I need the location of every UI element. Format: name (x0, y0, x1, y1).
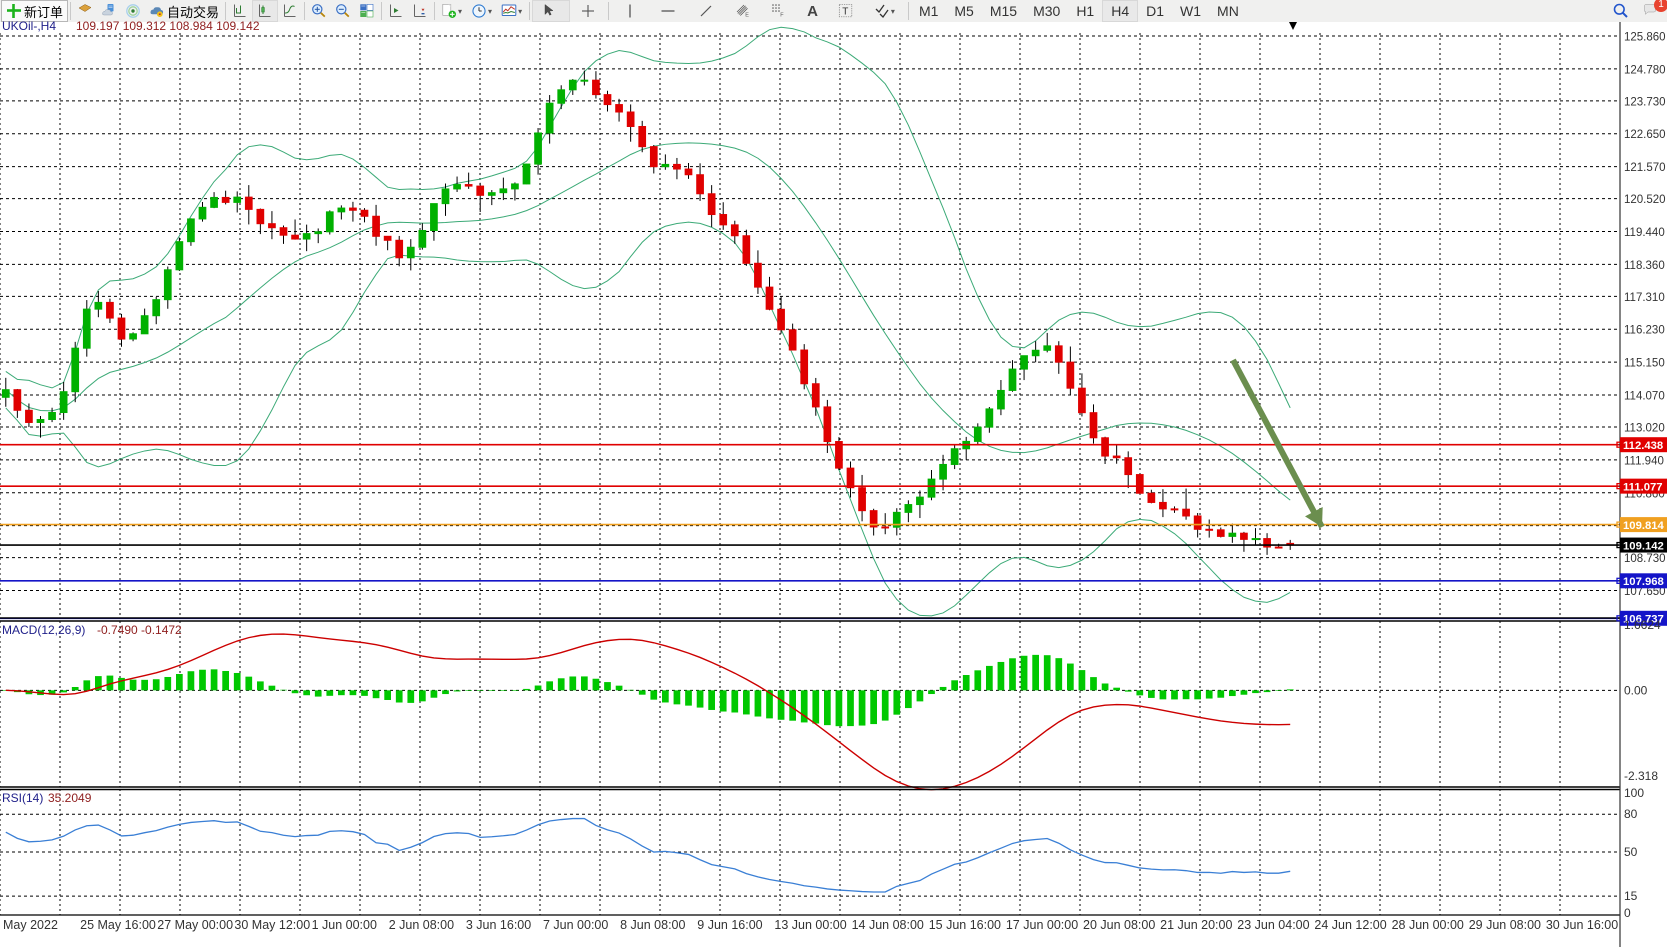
svg-text:35.2049: 35.2049 (48, 791, 92, 805)
svg-text:15: 15 (1624, 889, 1638, 903)
svg-text:23 Jun 04:00: 23 Jun 04:00 (1237, 918, 1309, 932)
svg-text:14 Jun 08:00: 14 Jun 08:00 (852, 918, 924, 932)
svg-text:24 Jun 12:00: 24 Jun 12:00 (1314, 918, 1386, 932)
svg-text:109.142: 109.142 (1623, 540, 1664, 552)
svg-text:114.070: 114.070 (1624, 391, 1665, 403)
svg-text:-0.7490 -0.1472: -0.7490 -0.1472 (97, 623, 182, 637)
svg-text:3 Jun 16:00: 3 Jun 16:00 (466, 918, 531, 932)
svg-text:109.814: 109.814 (1623, 520, 1665, 532)
svg-text:RSI(14): RSI(14) (2, 791, 43, 805)
svg-text:120.520: 120.520 (1624, 194, 1666, 206)
svg-text:1 Jun 00:00: 1 Jun 00:00 (312, 918, 377, 932)
svg-text:30 May 12:00: 30 May 12:00 (234, 918, 310, 932)
svg-text:125.860: 125.860 (1624, 32, 1666, 44)
svg-text:2 Jun 08:00: 2 Jun 08:00 (389, 918, 454, 932)
svg-text:111.077: 111.077 (1623, 481, 1663, 493)
svg-text:117.310: 117.310 (1624, 292, 1665, 304)
svg-text:119.440: 119.440 (1624, 227, 1665, 239)
svg-text:113.020: 113.020 (1624, 422, 1665, 434)
svg-text:May 2022: May 2022 (3, 918, 58, 932)
svg-text:80: 80 (1624, 807, 1638, 821)
svg-text:13 Jun 00:00: 13 Jun 00:00 (774, 918, 846, 932)
svg-text:121.570: 121.570 (1624, 162, 1666, 174)
svg-text:28 Jun 00:00: 28 Jun 00:00 (1392, 918, 1464, 932)
svg-text:108.730: 108.730 (1624, 553, 1666, 565)
svg-text:27 May 00:00: 27 May 00:00 (157, 918, 233, 932)
svg-text:25 May 16:00: 25 May 16:00 (80, 918, 156, 932)
svg-text:107.968: 107.968 (1623, 576, 1664, 588)
svg-text:MACD(12,26,9): MACD(12,26,9) (2, 623, 85, 637)
svg-text:109.197 109.312 108.984 109.14: 109.197 109.312 108.984 109.142 (76, 19, 260, 33)
svg-text:20 Jun 08:00: 20 Jun 08:00 (1083, 918, 1155, 932)
svg-text:29 Jun 08:00: 29 Jun 08:00 (1469, 918, 1541, 932)
svg-text:1.6624: 1.6624 (1624, 618, 1661, 632)
svg-text:100: 100 (1624, 786, 1644, 800)
svg-text:116.230: 116.230 (1624, 325, 1665, 337)
svg-text:123.730: 123.730 (1624, 96, 1666, 108)
svg-text:111.940: 111.940 (1624, 455, 1664, 467)
svg-text:124.780: 124.780 (1624, 64, 1666, 76)
svg-text:7 Jun 00:00: 7 Jun 00:00 (543, 918, 608, 932)
svg-text:115.150: 115.150 (1624, 358, 1665, 370)
svg-text:118.360: 118.360 (1624, 260, 1665, 272)
svg-text:122.650: 122.650 (1624, 129, 1666, 141)
svg-text:8 Jun 08:00: 8 Jun 08:00 (620, 918, 685, 932)
svg-text:17 Jun 00:00: 17 Jun 00:00 (1006, 918, 1078, 932)
svg-text:30 Jun 16:00: 30 Jun 16:00 (1546, 918, 1618, 932)
svg-text:15 Jun 16:00: 15 Jun 16:00 (929, 918, 1001, 932)
svg-text:0: 0 (1624, 906, 1631, 920)
svg-text:112.438: 112.438 (1623, 440, 1663, 452)
svg-text:-2.318: -2.318 (1624, 769, 1658, 783)
svg-text:UKOil-,H4: UKOil-,H4 (2, 19, 56, 33)
svg-text:50: 50 (1624, 845, 1638, 859)
svg-text:21 Jun 20:00: 21 Jun 20:00 (1160, 918, 1232, 932)
svg-text:0.00: 0.00 (1624, 683, 1648, 697)
svg-text:9 Jun 16:00: 9 Jun 16:00 (697, 918, 762, 932)
